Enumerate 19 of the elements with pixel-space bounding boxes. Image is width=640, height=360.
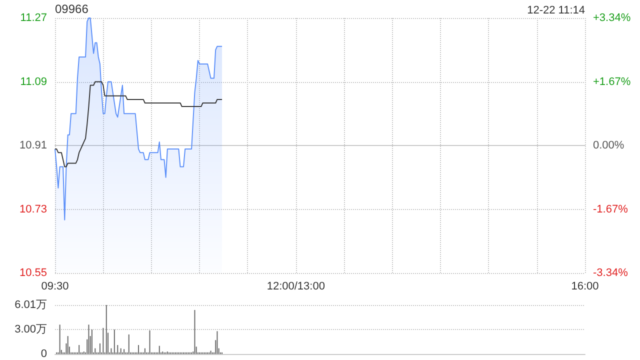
y2-tick-label: 0.00% bbox=[593, 140, 624, 152]
y-tick-label: 10.55 bbox=[19, 267, 47, 279]
chart-title: 09966 bbox=[55, 2, 89, 16]
x-tick-label: 12:00/13:00 bbox=[266, 280, 325, 292]
y-tick-label: 6.01万 bbox=[14, 299, 47, 311]
line-series bbox=[54, 81, 223, 168]
y-tick-label: 10.73 bbox=[19, 203, 47, 216]
y-tick-label: 11.27 bbox=[20, 12, 47, 24]
y2-tick-label: -3.34% bbox=[593, 267, 628, 279]
y-tick-label: 10.91 bbox=[19, 140, 47, 152]
y2-tick-label: +3.34% bbox=[593, 12, 631, 24]
y-tick-label: 3.00万 bbox=[14, 324, 47, 336]
y2-tick-label: +1.67% bbox=[593, 76, 631, 88]
y2-tick-label: -1.67% bbox=[593, 203, 628, 216]
x-tick-label: 16:00 bbox=[571, 280, 599, 292]
x-tick-label: 09:30 bbox=[41, 280, 69, 292]
y-tick-label: 11.09 bbox=[20, 76, 47, 88]
y-tick-label: 0 bbox=[40, 348, 47, 360]
text: 12-22 11:14 bbox=[527, 4, 586, 16]
